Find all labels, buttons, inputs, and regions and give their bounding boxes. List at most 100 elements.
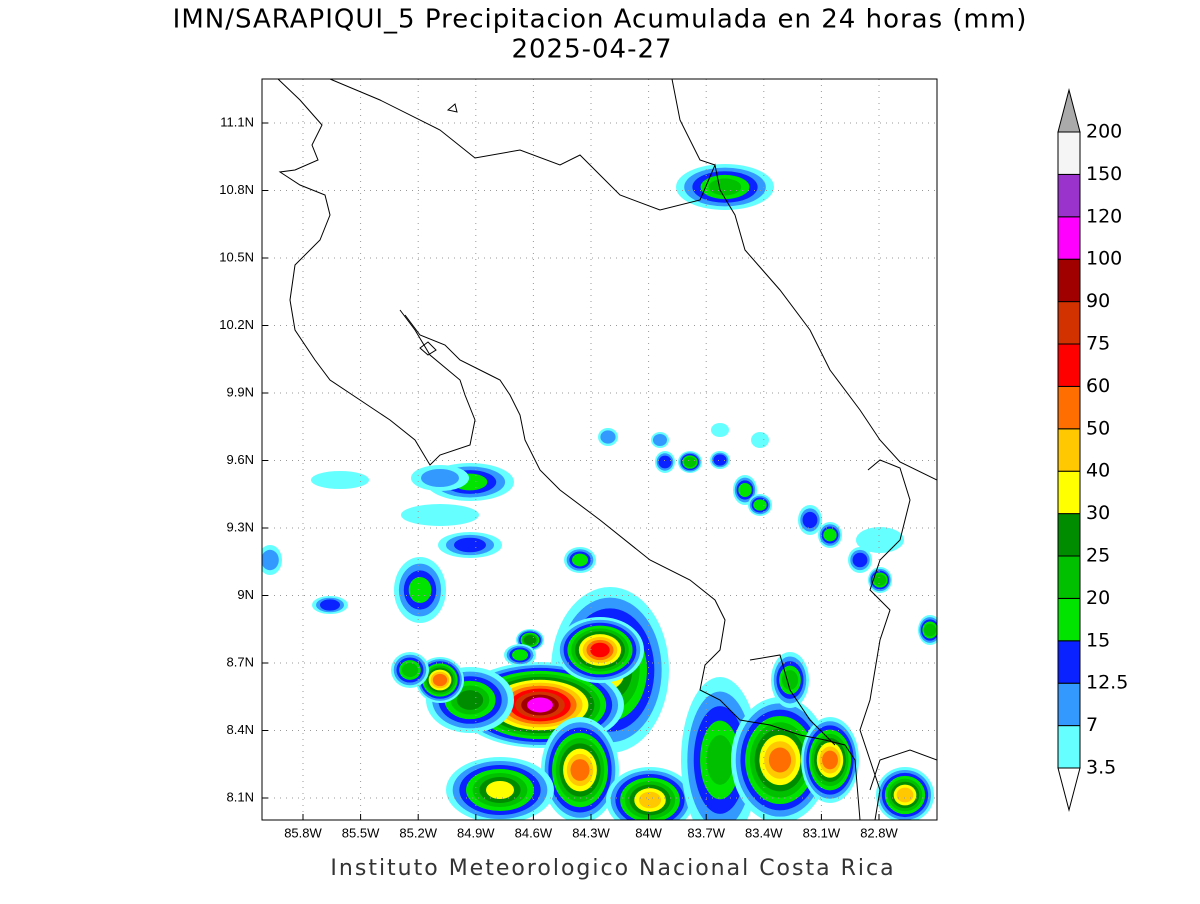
colorbar-swatch — [1057, 258, 1081, 303]
lon-label: 83.7W — [687, 825, 725, 840]
precipitation — [262, 164, 937, 820]
lat-label: 8.1N — [227, 789, 254, 804]
rain-area — [320, 599, 340, 611]
colorbar-swatch — [1057, 470, 1081, 515]
rain-area — [311, 471, 369, 489]
colorbar-swatch — [1057, 173, 1081, 218]
rain-area — [711, 423, 729, 437]
colorbar-swatch — [1057, 131, 1081, 175]
lat-label: 9.9N — [227, 384, 254, 399]
rain-area — [486, 781, 514, 799]
rain-area — [638, 791, 662, 809]
rain-area — [454, 537, 486, 553]
rain-area — [823, 528, 837, 542]
border — [329, 79, 937, 481]
lat-label: 10.8N — [219, 182, 254, 197]
colorbar-label: 120 — [1086, 205, 1122, 227]
rain-area — [512, 649, 528, 661]
colorbar: 3.5 7 12.5 15 20 25 30 40 50 60 75 90 100 120 150 200 — [1057, 88, 1128, 812]
lat-label: 10.2N — [219, 317, 254, 332]
lat-label: 11.1N — [220, 114, 254, 129]
rain-area — [570, 759, 590, 781]
rain-area — [708, 178, 742, 196]
border — [749, 654, 836, 746]
rain-area — [401, 504, 479, 526]
rain-area — [523, 635, 537, 645]
lon-label: 82.8W — [860, 825, 898, 840]
rain-area — [751, 432, 769, 448]
rain-area — [590, 642, 610, 658]
coastlines — [277, 79, 937, 820]
colorbar-swatch — [1057, 301, 1081, 345]
lat-label: 8.4N — [227, 722, 254, 737]
colorbar-label: 7 — [1086, 714, 1098, 736]
lat-label: 10.5N — [219, 249, 254, 264]
colorbar-label: 15 — [1086, 629, 1110, 651]
rain-area — [600, 430, 616, 444]
colorbar-swatch — [1057, 513, 1081, 557]
colorbar-swatch — [1057, 428, 1081, 472]
island — [419, 341, 437, 356]
colorbar-swatch — [1057, 597, 1081, 642]
colorbar-label: 30 — [1086, 502, 1110, 524]
coast — [869, 749, 937, 791]
colorbar-swatch — [1057, 682, 1081, 727]
over-triangle — [1057, 88, 1081, 133]
rain-area — [706, 735, 734, 785]
colorbar-label: 25 — [1086, 545, 1110, 567]
lat-label: 8.7N — [227, 654, 254, 669]
colorbar-label: 60 — [1086, 375, 1110, 397]
title: IMN/SARAPIQUI_5 Precipitacion Acumulada … — [173, 5, 1028, 35]
rain-area — [856, 527, 904, 553]
lon-label: 84.6W — [515, 825, 553, 840]
rain-area — [822, 750, 838, 770]
rain-area — [572, 553, 588, 567]
rain-area — [896, 787, 914, 803]
rain-area — [781, 670, 799, 690]
rain-area — [456, 690, 484, 710]
colorbar-label: 50 — [1086, 417, 1110, 439]
rain-area — [753, 499, 767, 511]
rain-area — [802, 511, 818, 529]
colorbar-swatch — [1057, 555, 1081, 599]
lon-label: 84.3W — [572, 825, 610, 840]
colorbar-swatch — [1057, 640, 1081, 684]
coast — [277, 79, 476, 466]
rain-area — [408, 577, 432, 603]
island — [446, 103, 458, 113]
lon-label: 83.4W — [745, 825, 783, 840]
colorbar-label: 75 — [1086, 333, 1110, 355]
under-triangle — [1057, 767, 1081, 812]
rain-area — [401, 662, 419, 678]
colorbar-swatch — [1057, 216, 1081, 260]
rain-area — [738, 483, 752, 497]
colorbar-swatch — [1057, 343, 1081, 387]
lon-label: 85.2W — [399, 825, 437, 840]
lon-label: 85.5W — [342, 825, 380, 840]
lat-label: 9.6N — [227, 452, 254, 467]
colorbar-label: 150 — [1086, 163, 1122, 185]
lon-label: 84.9W — [457, 825, 495, 840]
footer: Instituto Meteorologico Nacional Costa R… — [330, 856, 895, 881]
coast — [671, 79, 716, 166]
rain-area — [873, 574, 887, 586]
colorbar-label: 3.5 — [1086, 757, 1116, 779]
lon-label: 85.8W — [284, 825, 322, 840]
rain-area — [262, 549, 279, 571]
colorbar-label: 200 — [1086, 121, 1122, 143]
colorbar-label: 100 — [1086, 248, 1122, 270]
lon-label: 83.1W — [803, 825, 841, 840]
date: 2025-04-27 — [511, 35, 672, 65]
rain-area — [713, 454, 727, 466]
colorbar-swatch — [1057, 385, 1081, 430]
rain-area — [432, 673, 448, 687]
colorbar-label: 20 — [1086, 587, 1110, 609]
rain-area — [527, 697, 553, 713]
lat-label: 9.3N — [227, 519, 254, 534]
grid: 11.1N 10.8N 10.5N 10.2N 9.9N 9.6N 9.3N 9N 8.7N 8.… — [219, 79, 937, 840]
rain-area — [683, 456, 697, 468]
map-frame — [261, 78, 938, 821]
rain-area — [768, 747, 792, 773]
rain-area — [852, 552, 868, 568]
